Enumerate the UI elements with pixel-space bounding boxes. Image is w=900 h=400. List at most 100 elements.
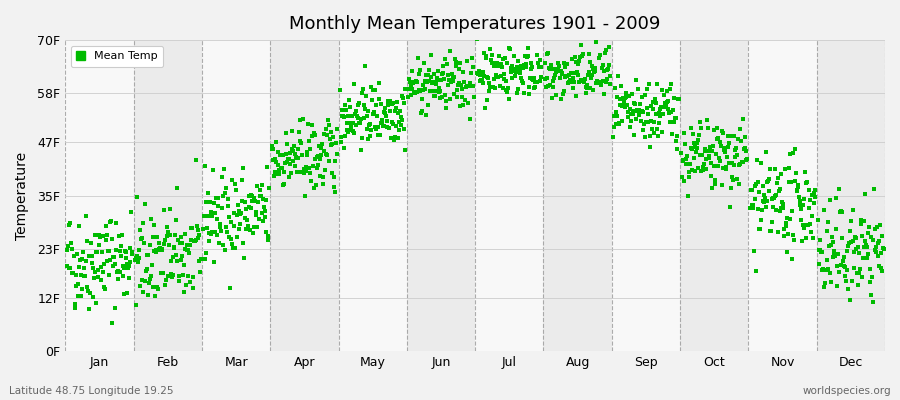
Point bbox=[62, 264, 77, 271]
Point bbox=[69, 283, 84, 290]
Point bbox=[176, 272, 190, 278]
Point bbox=[863, 279, 878, 286]
Point bbox=[132, 255, 147, 262]
Point bbox=[241, 225, 256, 231]
Point bbox=[183, 242, 197, 248]
Point bbox=[79, 284, 94, 290]
Point bbox=[111, 268, 125, 274]
Point bbox=[380, 123, 394, 130]
Point bbox=[501, 85, 516, 92]
Point bbox=[554, 96, 568, 102]
Point bbox=[873, 250, 887, 257]
Point bbox=[571, 71, 585, 78]
Point bbox=[774, 205, 788, 211]
Point bbox=[829, 226, 843, 232]
Point bbox=[271, 162, 285, 168]
Point bbox=[706, 163, 721, 170]
Point bbox=[74, 293, 88, 299]
Point bbox=[402, 86, 417, 92]
Point bbox=[567, 53, 581, 60]
Point bbox=[256, 196, 270, 202]
Point bbox=[385, 100, 400, 106]
Point bbox=[352, 119, 366, 126]
Point bbox=[436, 70, 450, 76]
Point bbox=[688, 149, 703, 155]
Point bbox=[120, 261, 134, 267]
Point bbox=[847, 249, 861, 256]
Point bbox=[629, 116, 643, 122]
Point bbox=[149, 234, 164, 240]
Point bbox=[409, 78, 423, 84]
Point bbox=[833, 208, 848, 214]
Point bbox=[750, 157, 764, 163]
Point bbox=[642, 81, 656, 87]
Point bbox=[59, 247, 74, 253]
Point bbox=[258, 197, 273, 204]
Point bbox=[804, 229, 818, 236]
Point bbox=[486, 76, 500, 82]
Point bbox=[105, 236, 120, 242]
Point bbox=[563, 70, 578, 76]
Point bbox=[849, 246, 863, 252]
Point bbox=[539, 75, 554, 82]
Point bbox=[865, 274, 879, 280]
Point bbox=[870, 253, 885, 260]
Point bbox=[428, 81, 443, 87]
Point bbox=[610, 94, 625, 100]
Point bbox=[877, 246, 891, 252]
Point bbox=[597, 68, 611, 74]
Point bbox=[91, 266, 105, 273]
Point bbox=[582, 51, 597, 58]
Point bbox=[266, 173, 281, 179]
Point bbox=[345, 113, 359, 120]
Point bbox=[473, 77, 488, 84]
Point bbox=[452, 66, 466, 72]
Point bbox=[515, 78, 529, 84]
Point bbox=[591, 78, 606, 85]
Point bbox=[166, 254, 180, 260]
Point bbox=[812, 247, 826, 254]
Point bbox=[75, 255, 89, 262]
Point bbox=[836, 258, 850, 264]
Point bbox=[73, 256, 87, 263]
Point bbox=[711, 162, 725, 169]
Point bbox=[875, 233, 889, 239]
Point bbox=[802, 187, 816, 194]
Point bbox=[144, 273, 158, 279]
Point bbox=[76, 286, 90, 292]
Point bbox=[518, 90, 532, 96]
Point bbox=[401, 94, 416, 100]
Point bbox=[469, 36, 483, 42]
Point bbox=[530, 79, 544, 85]
Point bbox=[722, 160, 736, 167]
Point bbox=[524, 66, 538, 73]
Point bbox=[297, 165, 311, 172]
Point bbox=[220, 203, 235, 210]
Point bbox=[112, 268, 127, 275]
Point bbox=[512, 65, 526, 72]
Point bbox=[60, 243, 75, 250]
Point bbox=[652, 120, 666, 126]
Point bbox=[270, 171, 284, 178]
Point bbox=[721, 144, 735, 150]
Point bbox=[226, 244, 240, 251]
Point bbox=[856, 255, 870, 261]
Point bbox=[330, 151, 345, 158]
Point bbox=[757, 192, 771, 198]
Point bbox=[871, 238, 886, 245]
Point bbox=[354, 115, 368, 122]
Point bbox=[334, 139, 348, 145]
Point bbox=[632, 106, 646, 113]
Point bbox=[618, 93, 633, 100]
Point bbox=[295, 152, 310, 158]
Title: Monthly Mean Temperatures 1901 - 2009: Monthly Mean Temperatures 1901 - 2009 bbox=[290, 15, 661, 33]
Point bbox=[318, 166, 332, 173]
Point bbox=[168, 232, 183, 238]
Point bbox=[724, 133, 738, 140]
Point bbox=[435, 71, 449, 78]
Point bbox=[647, 130, 662, 136]
Point bbox=[199, 199, 213, 206]
Point bbox=[590, 78, 604, 85]
Point bbox=[779, 223, 794, 230]
Point bbox=[730, 152, 744, 158]
